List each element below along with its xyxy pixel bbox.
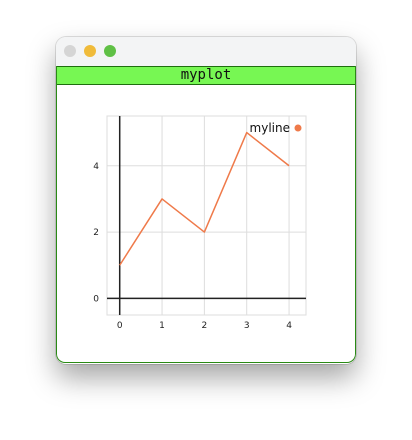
- y-tick-label-0: 0: [93, 294, 99, 304]
- legend-marker: [294, 124, 302, 132]
- plot-content: myplot 0 1 2 3 4 0 2 4 myline: [56, 66, 356, 363]
- plot-title: myplot: [57, 66, 355, 85]
- minimize-window-button[interactable]: [84, 45, 96, 57]
- maximize-window-button[interactable]: [104, 45, 116, 57]
- window-titlebar: [56, 37, 356, 66]
- y-tick-label-2: 4: [93, 162, 99, 172]
- y-tick-label-1: 2: [93, 228, 99, 238]
- x-tick-label-2: 2: [202, 321, 208, 331]
- plot-window: myplot 0 1 2 3 4 0 2 4 myline: [56, 37, 356, 364]
- close-window-button[interactable]: [64, 45, 76, 57]
- plot-frame: [106, 115, 307, 316]
- x-tick-label-1: 1: [159, 321, 165, 331]
- line-chart: 0 1 2 3 4 0 2 4 myline: [93, 115, 307, 331]
- x-tick-label-3: 3: [244, 321, 250, 331]
- legend-label: myline: [250, 121, 290, 135]
- x-tick-label-4: 4: [286, 321, 292, 331]
- x-tick-label-0: 0: [117, 321, 123, 331]
